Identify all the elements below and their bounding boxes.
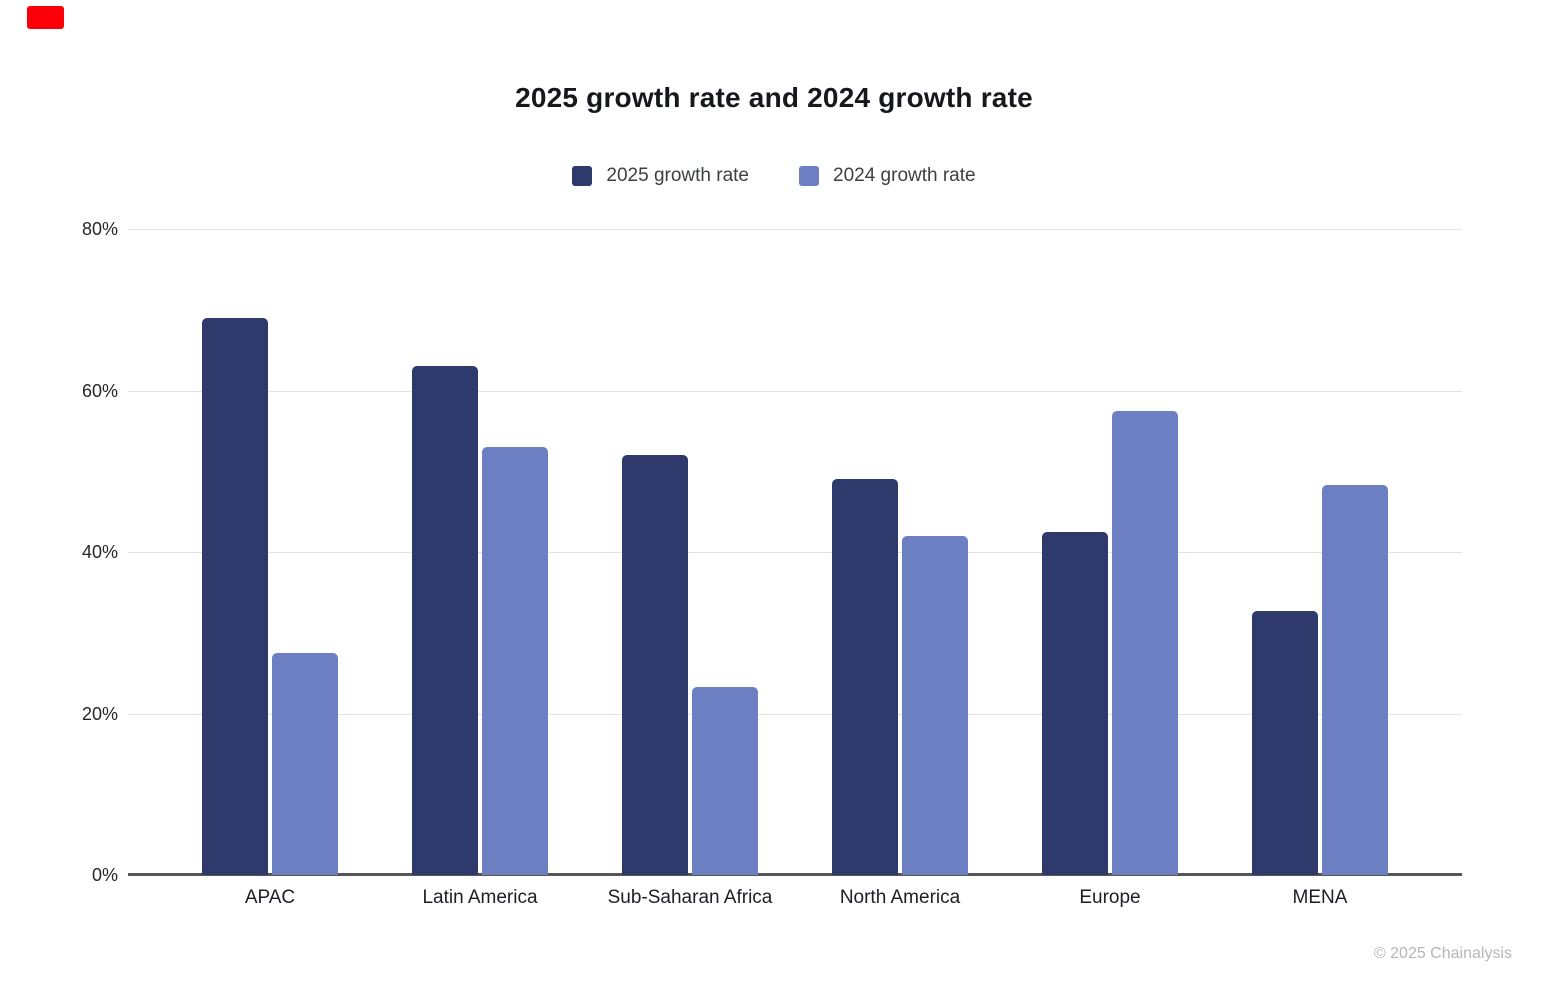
gridline	[128, 390, 1462, 392]
bar-apac-2024[interactable]	[272, 652, 338, 875]
y-axis-tick-label: 40%	[81, 542, 118, 562]
gridline	[128, 713, 1462, 715]
bar-sub-saharan-africa-2024[interactable]	[692, 686, 758, 875]
legend-swatch-icon	[572, 166, 593, 186]
x-axis-category-label: North America	[839, 887, 961, 908]
bar-apac-2025[interactable]	[202, 317, 268, 875]
bar-sub-saharan-africa-2025[interactable]	[622, 455, 688, 875]
bar-europe-2024[interactable]	[1112, 410, 1178, 875]
y-axis-tick-label: 20%	[81, 703, 118, 724]
y-axis-tick-label: 0%	[91, 865, 118, 885]
gridline	[128, 552, 1462, 553]
bar-mena-2025[interactable]	[1252, 610, 1318, 875]
bar-europe-2025[interactable]	[1042, 531, 1108, 875]
legend-item-1[interactable]: 2024 growth rate	[799, 165, 976, 187]
legend-label: 2025 growth rate	[606, 165, 749, 186]
bar-mena-2024[interactable]	[1322, 484, 1388, 875]
x-axis-category-label: Europe	[1079, 887, 1141, 908]
legend-label: 2024 growth rate	[833, 165, 976, 186]
chart-title: 2025 growth rate and 2024 growth rate	[515, 82, 1033, 113]
x-axis-category-label: APAC	[244, 887, 296, 908]
y-axis-tick-label: 60%	[81, 380, 118, 401]
x-axis-category-label: MENA	[1292, 887, 1348, 908]
x-axis-line	[128, 873, 1462, 876]
bar-north-america-2025[interactable]	[832, 479, 898, 875]
chart-legend: 2025 growth rate 2024 growth rate	[0, 165, 1548, 187]
recording-indicator	[27, 6, 64, 29]
gridline	[128, 229, 1462, 230]
copyright-text: © 2025 Chainalysis	[1373, 945, 1512, 962]
x-axis-category-label: Latin America	[422, 887, 538, 908]
x-axis-category-label: Sub-Saharan Africa	[607, 887, 773, 908]
legend-swatch-icon	[799, 166, 819, 186]
bar-north-america-2024[interactable]	[902, 535, 968, 875]
bar-latin-america-2024[interactable]	[482, 447, 548, 875]
y-axis-tick-label: 80%	[81, 219, 118, 239]
bar-latin-america-2025[interactable]	[412, 366, 478, 875]
legend-item-0[interactable]: 2025 growth rate	[572, 165, 749, 187]
